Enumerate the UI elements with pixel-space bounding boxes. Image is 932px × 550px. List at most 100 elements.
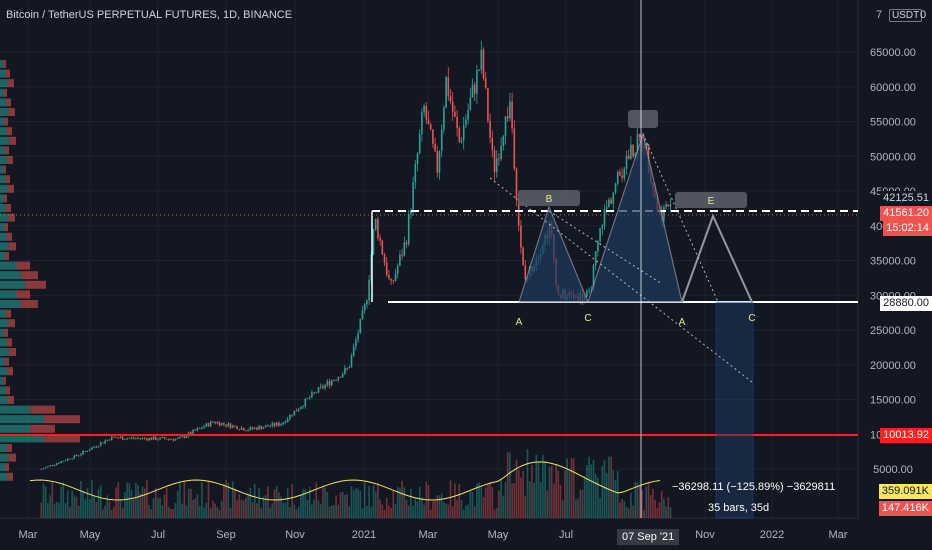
volume-bar	[194, 498, 197, 518]
candle-body	[201, 427, 203, 429]
volume-profile-bar	[8, 136, 16, 145]
volume-bar	[62, 482, 65, 518]
volume-profile-bar	[0, 165, 4, 174]
candle-body	[471, 84, 474, 98]
volume-bar	[69, 507, 71, 518]
volume-bar	[388, 505, 390, 518]
candle-body	[51, 465, 54, 467]
candle-body	[440, 129, 443, 151]
volume-bar	[627, 508, 630, 518]
candle-body	[130, 437, 133, 439]
volume-bar	[366, 505, 368, 518]
volume-profile-bar	[0, 367, 8, 376]
volume-profile-bar	[3, 376, 6, 385]
volume-bar	[625, 506, 628, 518]
volume-bar	[531, 465, 533, 518]
candle-body	[95, 446, 98, 448]
candle-body	[163, 437, 166, 439]
volume-profile-bar	[4, 328, 8, 337]
candle-body	[484, 78, 487, 89]
volume-bar	[209, 508, 212, 518]
volume-bar	[238, 494, 241, 518]
volume-bar	[392, 490, 395, 518]
volume-bar	[346, 494, 348, 518]
y-tick-label: 5000.00	[873, 464, 913, 476]
volume-bar	[537, 462, 540, 518]
candle-body	[168, 439, 170, 440]
candle-body	[401, 254, 403, 256]
volume-profile-bar	[0, 415, 44, 424]
candle-body	[240, 427, 243, 430]
candle-body	[203, 426, 205, 428]
volume-profile-bar	[7, 156, 13, 164]
y-tick-label: 35000.00	[870, 256, 916, 268]
volume-bar	[374, 491, 377, 518]
volume-bar	[212, 500, 214, 518]
candle-body	[42, 468, 45, 470]
volume-profile-bar	[0, 60, 4, 68]
volume-bar	[478, 482, 480, 518]
volume-profile-bar	[0, 232, 7, 241]
candle-body	[665, 204, 667, 208]
currency-selector[interactable]: USDT	[889, 9, 923, 22]
volume-profile-bar	[0, 88, 4, 97]
candle-body	[124, 439, 126, 441]
candle-body	[196, 428, 199, 431]
volume-bar	[60, 486, 62, 518]
candle-body	[253, 427, 256, 429]
volume-profile-bar	[0, 338, 7, 347]
candle-body	[69, 458, 71, 460]
measure-delta: −36298.11 (−125.89%) −3629811	[672, 481, 836, 493]
candle-body	[231, 425, 234, 428]
candle-body	[348, 367, 351, 369]
volume-bar	[242, 500, 245, 518]
volume-bar	[172, 509, 175, 518]
volume-bar	[278, 492, 280, 518]
candle-body	[245, 430, 247, 432]
volume-bar	[544, 460, 546, 518]
volume-bar	[223, 483, 225, 518]
volume-bar	[137, 485, 139, 518]
volume-bar	[370, 507, 373, 518]
volume-bar	[460, 500, 463, 518]
volume-profile-bar	[20, 271, 38, 280]
candle-body	[289, 414, 291, 419]
candle-body	[322, 386, 324, 388]
volume-bar	[157, 498, 159, 518]
volume-profile-bar	[0, 79, 8, 88]
volume-bar	[275, 486, 278, 518]
candle-body	[62, 461, 65, 462]
volume-bar	[632, 505, 634, 518]
volume-bar	[152, 498, 155, 518]
x-tick-label: 2022	[760, 529, 784, 541]
label-box-e	[675, 192, 747, 208]
volume-bar	[258, 488, 260, 518]
candle-body	[262, 427, 265, 429]
volume-bar	[341, 491, 344, 518]
pattern-label-c: C	[748, 313, 755, 324]
candle-body	[293, 410, 296, 416]
volume-bar	[586, 464, 588, 518]
volume-bar	[99, 485, 102, 518]
candle-body	[451, 101, 454, 112]
volume-bar	[412, 505, 414, 518]
volume-bar	[71, 490, 73, 518]
volume-bar	[385, 497, 388, 518]
volume-bar	[42, 483, 45, 518]
volume-bar	[476, 483, 478, 518]
volume-bar	[592, 459, 595, 518]
volume-bar	[566, 458, 568, 518]
candle-body	[192, 429, 194, 434]
candle-body	[229, 423, 232, 428]
volume-bar	[143, 488, 146, 518]
candle-body	[84, 451, 87, 452]
candle-body	[319, 386, 322, 388]
volume-profile-bar	[30, 405, 55, 414]
volume-bar	[473, 506, 476, 518]
volume-bar	[597, 477, 599, 518]
volume-bar	[216, 507, 219, 518]
volume-bar	[256, 503, 258, 518]
candle-body	[616, 171, 619, 184]
volume-profile-bar	[0, 280, 26, 289]
